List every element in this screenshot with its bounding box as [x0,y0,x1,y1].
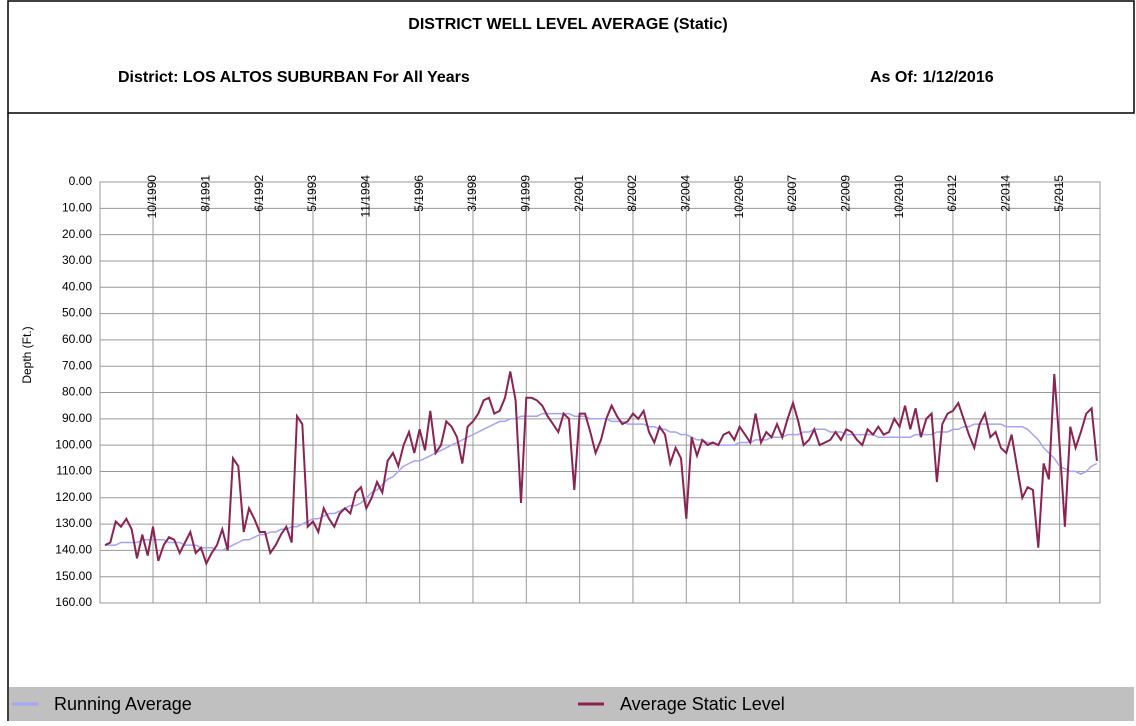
x-tick-label: 6/2007 [785,175,799,212]
line [105,412,1098,552]
y-tick-label: 60.00 [62,332,92,346]
y-tick-label: 110.00 [56,464,92,478]
y-tick-label: 40.00 [62,279,92,293]
y-tick-label: 30.00 [62,253,92,267]
y-tick-label: 90.00 [62,411,92,425]
y-tick-label: 70.00 [62,358,92,372]
x-tick-label: 5/1996 [412,175,426,212]
x-tick-label: 2/2014 [998,175,1012,212]
x-tick-label: 8/1991 [198,175,212,212]
as-of: As Of: 1/12/2016 [870,69,994,86]
chart-title: DISTRICT WELL LEVEL AVERAGE (Static) [408,16,727,33]
y-tick-label: 140.00 [55,543,92,557]
y-tick-label: 150.00 [55,569,92,583]
x-tick-label: 10/1990 [145,175,159,219]
x-tick-label: 2/2001 [572,175,586,212]
y-tick-label: 120.00 [55,490,92,504]
y-tick-label: 0.00 [69,174,93,188]
x-tick-label: 10/2005 [732,175,746,219]
x-tick-label: 3/2004 [678,175,692,212]
y-tick-label: 130.00 [55,516,92,530]
x-tick-label: 6/1992 [252,175,266,212]
legend-bar [9,687,1134,721]
x-tick-label: 8/2002 [625,175,639,212]
x-tick-label: 5/1993 [305,175,319,212]
y-tick-label: 160.00 [55,595,92,609]
y-tick-label: 20.00 [62,227,92,241]
y-tick-label: 50.00 [62,306,92,320]
x-tick-label: 6/2012 [945,175,959,212]
legend-label: Running Average [54,694,192,714]
header-box [7,0,1135,114]
y-tick-label: 80.00 [62,385,92,399]
x-tick-label: 2/2009 [838,175,852,212]
x-tick-label: 5/2015 [1052,175,1066,212]
x-tick-label: 10/2010 [892,175,906,219]
y-tick-label: 10.00 [62,200,92,214]
legend-label: Average Static Level [620,694,785,714]
line [104,371,1098,567]
y-axis-label: Depth (Ft.) [20,326,34,383]
y-tick-label: 100.00 [55,437,92,451]
x-tick-label: 11/1994 [358,175,372,218]
x-tick-label: 3/1998 [465,175,479,212]
x-tick-label: 9/1999 [518,175,532,212]
subtitle: District: LOS ALTOS SUBURBAN For All Yea… [118,69,470,86]
